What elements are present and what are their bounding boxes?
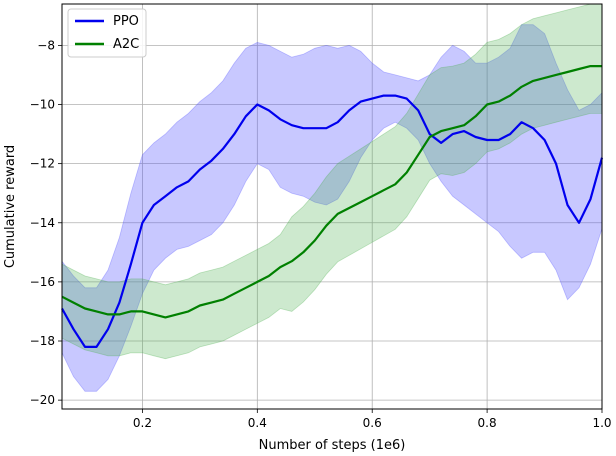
legend-label-ppo: PPO: [113, 14, 139, 29]
y-tick-label: −20: [30, 393, 55, 407]
line-ppo: [61, 94, 604, 348]
x-tick-label: 0.2: [133, 416, 152, 430]
confidence-bands: [61, 3, 603, 392]
y-tick-label: −10: [30, 98, 55, 112]
x-axis-label: Number of steps (1e6): [259, 438, 406, 453]
x-tick-label: 0.6: [363, 416, 382, 430]
legend: PPO A2C: [67, 8, 147, 58]
y-tick-label: −12: [30, 157, 55, 171]
plot-frame: [61, 3, 603, 410]
x-ticks: 0.2 0.4 0.6 0.8 1.0: [133, 409, 612, 430]
x-tick-label: 0.4: [248, 416, 267, 430]
y-tick-label: −16: [30, 275, 55, 289]
legend-label-a2c: A2C: [113, 37, 139, 52]
x-tick-label: 0.8: [478, 416, 497, 430]
y-tick-label: −18: [30, 334, 55, 348]
y-ticks: −20 −18 −16 −14 −12 −10 −8: [30, 38, 62, 407]
y-axis-label: Cumulative reward: [3, 145, 18, 268]
line-a2c: [61, 65, 602, 319]
series-lines: [61, 65, 604, 348]
y-tick-label: −14: [30, 216, 55, 230]
x-tick-label: 1.0: [592, 416, 611, 430]
y-tick-label: −8: [37, 38, 55, 52]
